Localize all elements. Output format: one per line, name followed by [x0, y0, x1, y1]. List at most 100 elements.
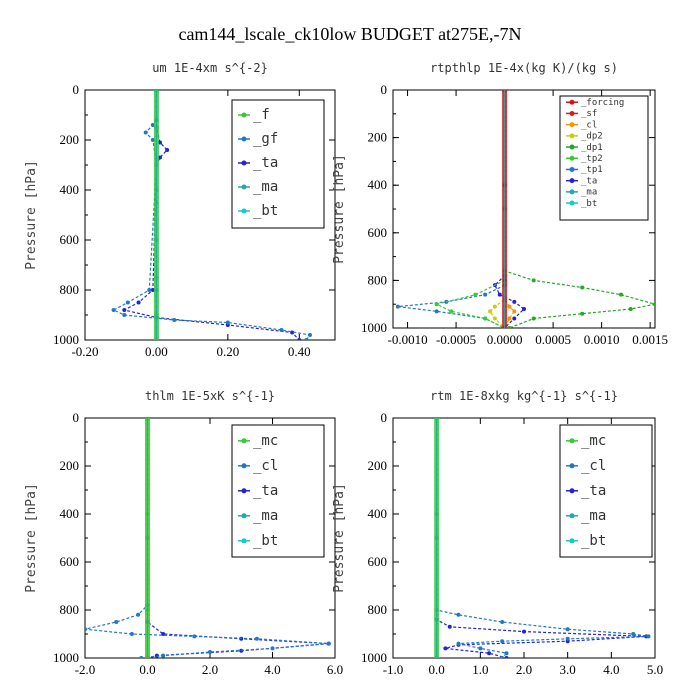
data-point	[304, 338, 309, 340]
x-tick-label: 1.0	[472, 662, 488, 677]
legend-label: _forcing	[581, 98, 624, 108]
legend-marker	[569, 513, 575, 519]
x-tick-label: 4.0	[603, 662, 619, 677]
legend-marker	[569, 200, 575, 206]
data-point	[147, 288, 152, 292]
legend-marker	[569, 155, 575, 161]
data-point	[500, 620, 505, 624]
y-tick-label: 1000	[53, 332, 79, 347]
legend-marker	[569, 110, 575, 116]
data-point	[122, 308, 127, 312]
data-point	[143, 130, 148, 135]
data-point	[447, 624, 452, 629]
panel-3: thlm 1E-5xK s^{-1} Pressure [hPa] 0 200 400 6…	[24, 389, 343, 677]
legend-marker	[569, 144, 575, 150]
data-point	[192, 634, 197, 639]
x-tick-label: -1.0	[383, 662, 404, 677]
data-point	[507, 304, 512, 309]
series-line	[494, 90, 525, 328]
x-tick-label: 0.0010	[584, 332, 620, 347]
data-point	[456, 612, 461, 617]
data-point	[492, 316, 497, 321]
data-point	[150, 123, 155, 127]
legend-label: _bt	[253, 203, 278, 219]
data-point	[254, 636, 259, 641]
legend-label: _cl	[581, 120, 597, 130]
y-tick-label: 1000	[361, 320, 387, 335]
legend-label: _bt	[581, 199, 597, 209]
data-point	[507, 326, 512, 328]
y-tick-label: 600	[60, 554, 80, 569]
series-line	[504, 90, 655, 328]
x-tick-label: 4.0	[264, 662, 280, 677]
data-point	[512, 316, 517, 321]
data-point	[165, 148, 170, 152]
x-tick-label: 0.0005	[535, 332, 571, 347]
data-point	[443, 646, 448, 651]
x-tick-label: 2.0	[516, 662, 532, 677]
data-point	[478, 646, 483, 651]
legend-box	[231, 99, 325, 229]
legend-marker	[569, 488, 575, 494]
y-tick-label: 200	[368, 458, 388, 473]
legend-marker	[569, 538, 575, 544]
data-point	[646, 634, 651, 639]
legend-marker	[569, 166, 575, 172]
legend-label: _ma	[581, 508, 606, 524]
y-tick-label: 800	[368, 602, 388, 617]
y-tick-label: 400	[60, 182, 80, 197]
data-point	[512, 299, 517, 304]
x-tick-label: 3.0	[560, 662, 576, 677]
legend-label: _ta	[581, 176, 597, 186]
x-tick-label: 0.0	[139, 662, 155, 677]
x-tick-label: -0.0010	[388, 332, 428, 347]
legend-label: _dp2	[581, 132, 603, 142]
x-tick-label: 0.20	[216, 344, 239, 359]
data-point	[522, 306, 526, 311]
legend: _mc _cl _ta _ma _bt	[559, 424, 653, 558]
data-point	[434, 302, 439, 307]
x-tick-label: 0.00	[145, 344, 168, 359]
legend-label: _cl	[581, 458, 606, 474]
data-point	[580, 285, 585, 290]
data-point	[483, 292, 488, 297]
data-point	[449, 309, 454, 314]
legend-label: _f	[253, 107, 270, 123]
legend-marker	[241, 463, 247, 469]
data-point	[487, 651, 492, 656]
x-tick-label: 0.0	[429, 662, 445, 677]
legend-label: _ta	[581, 483, 606, 499]
y-axis-label: Pressure [hPa]	[332, 154, 347, 264]
data-point	[136, 300, 141, 305]
legend: _f _gf _ta _ma _bt	[231, 99, 325, 229]
data-point	[580, 311, 585, 316]
panel-4: rtm 1E-8xkg kg^{-1} s^{-1} Pressure [hPa]…	[332, 389, 663, 677]
data-point	[434, 309, 439, 314]
data-point	[308, 333, 312, 337]
series-line	[434, 90, 506, 328]
series-line	[436, 418, 647, 658]
x-tick-label: -0.20	[71, 344, 98, 359]
y-axis-label: Pressure [hPa]	[24, 160, 39, 270]
data-point	[172, 318, 177, 322]
x-tick-label: 6.0	[327, 662, 343, 677]
y-tick-label: 1000	[53, 650, 79, 665]
legend-label: _ma	[253, 179, 278, 195]
data-point	[507, 316, 512, 321]
data-point	[279, 328, 284, 332]
data-point	[326, 641, 331, 646]
x-tick-label: 0.0000	[487, 332, 523, 347]
data-point	[504, 656, 509, 658]
data-point	[522, 629, 526, 634]
legend-label: _mc	[581, 433, 606, 449]
y-tick-label: 400	[60, 506, 80, 521]
data-point	[504, 651, 509, 656]
panel-title: um 1E-4xm s^{-2}	[152, 61, 268, 75]
y-axis-label: Pressure [hPa]	[24, 483, 39, 593]
data-point	[628, 306, 633, 311]
data-point	[225, 320, 230, 325]
data-point	[456, 641, 461, 646]
y-tick-label: 800	[368, 272, 388, 287]
plots: um 1E-4xm s^{-2} Pressure [hPa] 0 200 400 600…	[24, 61, 668, 677]
